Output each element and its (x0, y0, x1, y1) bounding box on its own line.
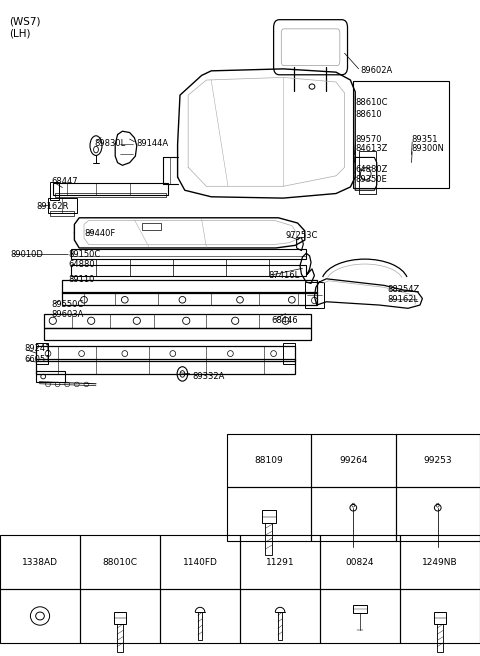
Bar (265, 523, 272, 555)
Bar (80, 589, 160, 643)
Bar (36, 371, 65, 382)
Text: 89150C: 89150C (69, 250, 101, 259)
Text: 64880: 64880 (69, 260, 95, 269)
Bar (62, 280, 317, 293)
Text: 89350E: 89350E (355, 174, 387, 184)
Text: 89144A: 89144A (136, 138, 168, 148)
Bar (278, 612, 282, 640)
Bar (142, 223, 161, 230)
Text: 89550C: 89550C (51, 300, 84, 309)
Text: 88610: 88610 (355, 110, 382, 119)
Text: 11291: 11291 (266, 558, 294, 567)
Bar (353, 81, 449, 188)
Bar (353, 605, 367, 613)
Bar (240, 535, 320, 589)
Text: 89830L: 89830L (94, 138, 125, 148)
Text: 88254Z: 88254Z (387, 285, 419, 295)
Text: 84613Z: 84613Z (355, 144, 387, 154)
Text: 1338AD: 1338AD (22, 558, 58, 567)
Bar (62, 292, 317, 305)
Text: 99253: 99253 (423, 456, 452, 465)
Text: 89300N: 89300N (412, 144, 444, 154)
Text: (WS7)
(LH): (WS7) (LH) (9, 16, 40, 39)
Bar (437, 624, 443, 652)
Bar (80, 535, 160, 589)
Bar (55, 193, 166, 197)
Text: 89332A: 89332A (192, 372, 224, 381)
Text: 68446: 68446 (272, 316, 298, 325)
Bar (320, 589, 400, 643)
Bar (396, 487, 480, 541)
Text: 88010C: 88010C (103, 558, 138, 567)
Bar (114, 612, 126, 624)
Bar (0, 535, 80, 589)
Text: 97253C: 97253C (286, 231, 318, 240)
Text: 89010D: 89010D (11, 250, 43, 259)
Bar (36, 346, 295, 361)
Bar (71, 265, 306, 276)
Bar (71, 249, 306, 259)
Bar (400, 535, 480, 589)
Text: 87416L: 87416L (269, 271, 300, 280)
Bar (44, 328, 311, 340)
Bar (305, 282, 324, 308)
Bar (160, 589, 240, 643)
Text: 89110: 89110 (69, 275, 95, 284)
Text: 64880Z: 64880Z (355, 165, 387, 174)
Bar (359, 151, 376, 194)
Text: 1140FD: 1140FD (182, 558, 217, 567)
Bar (36, 343, 48, 364)
Bar (434, 612, 446, 624)
Bar (50, 211, 74, 216)
Bar (262, 510, 276, 523)
Text: 00824: 00824 (346, 558, 374, 567)
Text: 88610C: 88610C (355, 98, 388, 108)
Bar (240, 589, 320, 643)
Text: 88109: 88109 (254, 456, 283, 465)
Bar (36, 359, 295, 374)
Bar (227, 434, 311, 487)
Text: 89602A: 89602A (360, 66, 392, 75)
Bar (0, 589, 80, 643)
Bar (44, 314, 311, 328)
Bar (53, 183, 168, 195)
Text: 89603A: 89603A (51, 310, 84, 319)
Bar (117, 624, 123, 652)
Bar (396, 434, 480, 487)
Bar (311, 434, 396, 487)
Bar (283, 343, 295, 364)
Bar (48, 198, 77, 213)
Text: 1249NB: 1249NB (422, 558, 458, 567)
Bar (400, 589, 480, 643)
Text: 89162L: 89162L (387, 295, 418, 304)
Bar (227, 487, 311, 541)
Text: 68447: 68447 (51, 176, 78, 186)
Bar (320, 535, 400, 589)
Text: 89351: 89351 (412, 134, 438, 144)
Text: 99264: 99264 (339, 456, 368, 465)
Text: 89162R: 89162R (36, 202, 69, 211)
Text: 89570: 89570 (355, 134, 382, 144)
Bar (311, 487, 396, 541)
Bar (198, 612, 202, 640)
Bar (160, 535, 240, 589)
Text: 89241: 89241 (24, 344, 50, 354)
Text: 66051: 66051 (24, 355, 50, 364)
Text: 89440F: 89440F (84, 229, 115, 238)
Bar (50, 182, 59, 200)
